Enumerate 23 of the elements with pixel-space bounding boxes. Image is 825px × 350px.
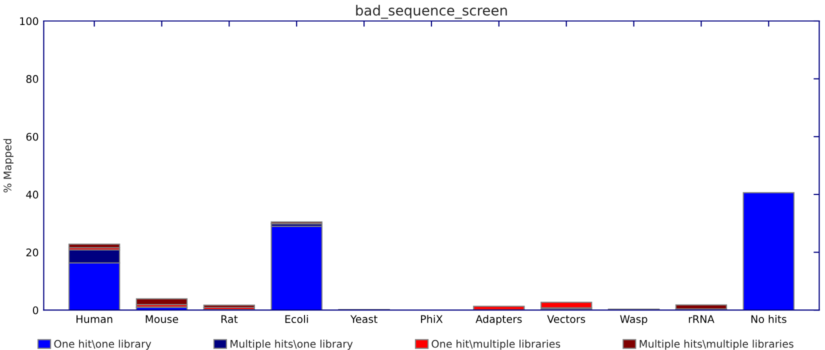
y-tick-label: 20 (26, 248, 38, 256)
x-tick-label: Vectors (547, 315, 586, 324)
x-tick-label: PhiX (421, 314, 443, 323)
legend-label: Multiple hits\multiple libraries (640, 340, 794, 350)
x-tick-label: Ecoli (285, 314, 308, 324)
chart-title: bad_sequence_screen (356, 4, 507, 19)
legend-label: One hit\one library (54, 340, 152, 350)
x-tick-label: rRNA (688, 315, 714, 323)
x-tick-label: Rat (221, 315, 238, 324)
x-tick-label: No hits (751, 314, 786, 324)
y-tick-label: 60 (26, 132, 38, 141)
y-tick-label: 80 (26, 75, 38, 83)
y-tick-label: 0 (32, 306, 38, 314)
x-tick-label: Human (76, 315, 112, 324)
x-tick-label: Adapters (476, 314, 522, 326)
y-tick-label: 100 (20, 17, 38, 26)
x-tick-label: Yeast (350, 315, 378, 324)
x-tick-label: Mouse (146, 315, 178, 324)
x-tick-label: Wasp (620, 315, 648, 326)
y-tick-label: 40 (26, 190, 38, 199)
legend-label: One hit\multiple libraries (432, 340, 560, 350)
y-axis-title: % Mapped (3, 139, 14, 192)
legend-label: Multiple hits\one library (230, 340, 353, 350)
